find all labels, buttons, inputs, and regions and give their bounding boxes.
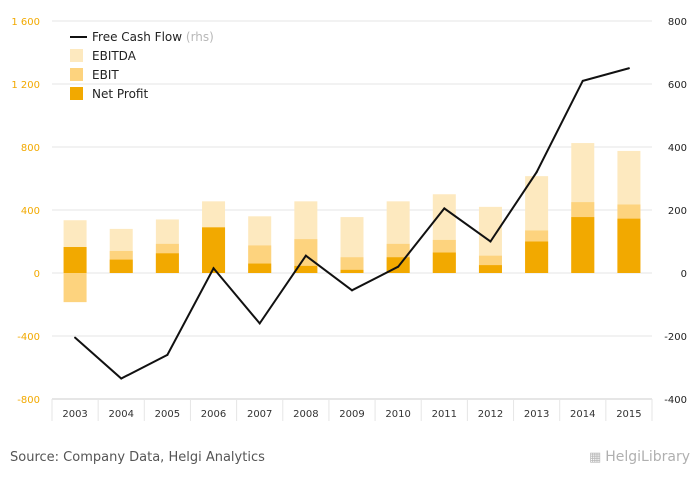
x-tick-label: 2007: [247, 409, 272, 420]
y-tick-left: 1 600: [11, 17, 40, 28]
x-tick-label: 2004: [109, 409, 134, 420]
legend-ebitda-label: EBITDA: [92, 49, 137, 63]
bar-ebit: [340, 257, 364, 273]
legend-net-label: Net Profit: [92, 87, 148, 101]
bar-net-profit: [525, 241, 549, 273]
bar-net-profit: [617, 218, 641, 273]
legend-fcf-note: (rhs): [186, 30, 214, 44]
y-tick-right: 600: [668, 80, 687, 91]
y-tick-right: 400: [668, 143, 687, 154]
bars: [63, 143, 641, 303]
x-tick-label: 2012: [478, 409, 503, 420]
bar-net-profit: [571, 217, 595, 273]
legend-ebit-swatch: [70, 68, 83, 81]
fcf-point: [581, 79, 584, 82]
bar-net-profit: [432, 252, 456, 273]
fcf-line-group: [74, 67, 630, 380]
y-tick-left: 800: [21, 143, 40, 154]
x-tick-label: 2006: [201, 409, 226, 420]
library-icon: ▦: [588, 449, 602, 465]
legend-net-swatch: [70, 87, 83, 100]
y-tick-left: 0: [34, 269, 40, 280]
bar-net-profit: [340, 269, 364, 273]
left-axis: -800 -400 0 400 800 1 200 1 600: [11, 17, 40, 406]
fcf-point: [74, 336, 77, 339]
fcf-point: [166, 353, 169, 356]
x-tick-label: 2014: [570, 409, 595, 420]
y-tick-right: 200: [668, 206, 687, 217]
legend-ebitda-swatch: [70, 49, 83, 62]
bar-net-profit: [63, 247, 87, 273]
bar-net-profit: [248, 263, 272, 273]
chart: -800 -400 0 400 800 1 200 1 600 -400 -200 0 200 40…: [11, 17, 687, 421]
fcf-point: [212, 267, 215, 270]
bar-net-profit: [294, 265, 318, 273]
fcf-point: [627, 67, 630, 70]
bar-net-profit: [155, 253, 179, 273]
y-tick-left: 400: [21, 206, 40, 217]
legend-fcf-label: Free Cash Flow: [92, 30, 182, 44]
legend-fcf: Free Cash Flow (rhs): [92, 30, 214, 44]
legend-ebit-label: EBIT: [92, 68, 119, 82]
y-tick-right: -200: [664, 332, 687, 343]
legend: Free Cash Flow (rhs) EBITDA EBIT Net Pro…: [70, 30, 214, 101]
x-tick-label: 2011: [432, 409, 457, 420]
y-tick-left: 1 200: [11, 80, 40, 91]
logo[interactable]: ▦ HelgiLibrary: [589, 449, 690, 465]
fcf-point: [351, 289, 353, 292]
x-tick-label: 2013: [524, 409, 549, 420]
bar-net-profit: [202, 227, 226, 273]
y-tick-right: -400: [664, 395, 687, 406]
fcf-point: [397, 265, 400, 268]
x-tick-label: 2015: [616, 409, 641, 420]
x-tick-label: 2005: [155, 409, 180, 420]
gridlines: [52, 20, 652, 337]
x-tick-label: 2003: [62, 409, 87, 420]
y-tick-left: -400: [17, 332, 40, 343]
logo-text: HelgiLibrary: [605, 449, 690, 465]
x-tick-label: 2010: [385, 409, 410, 420]
bar-ebit: [63, 273, 87, 303]
fcf-point: [258, 322, 261, 325]
fcf-point: [120, 377, 123, 380]
y-tick-right: 800: [668, 17, 687, 28]
fcf-point: [443, 207, 446, 210]
x-tick-label: 2009: [339, 409, 364, 420]
right-axis: -400 -200 0 200 400 600 800: [664, 17, 687, 406]
source-text: Source: Company Data, Helgi Analytics: [10, 450, 265, 465]
x-axis: 2003 2004 2005 2006 2007 2008 2009 2010 2011 2012…: [51, 398, 653, 421]
fcf-point: [535, 171, 538, 174]
fcf-point: [489, 240, 492, 243]
y-tick-right: 0: [681, 269, 687, 280]
y-tick-left: -800: [17, 395, 40, 406]
bar-net-profit: [109, 259, 133, 273]
bar-net-profit: [478, 265, 502, 273]
x-tick-label: 2008: [293, 409, 318, 420]
fcf-point: [304, 254, 307, 257]
